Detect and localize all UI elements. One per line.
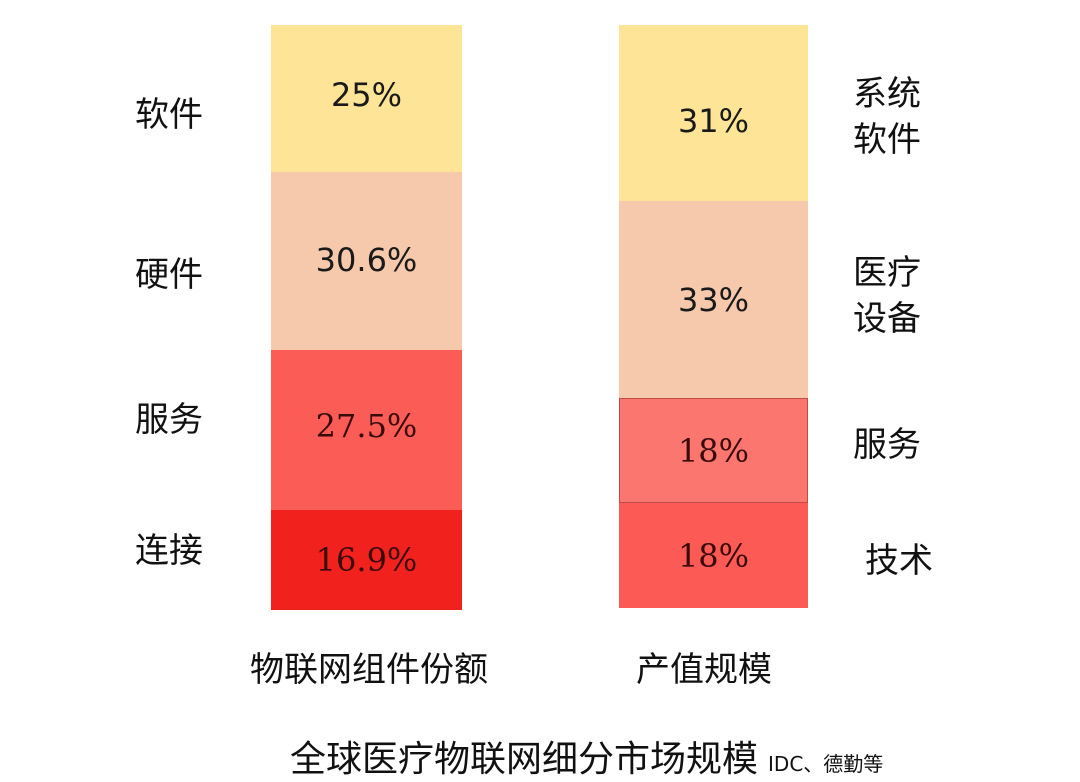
- bar2-segment-services: 18%: [619, 398, 808, 503]
- bar2-value-system-software: 31%: [677, 101, 750, 140]
- right-label-medical-devices: 医疗 设备: [853, 250, 921, 342]
- right-label-system-software-line2: 软件: [853, 120, 921, 160]
- bar1-segment-software: 25%: [271, 25, 462, 172]
- left-label-hardware: 硬件: [135, 255, 203, 295]
- right-label-system-software-line1: 系统: [853, 74, 921, 114]
- bar2-segment-technology: 18%: [619, 503, 808, 608]
- xlabel-output-value-scale: 产值规模: [636, 650, 772, 690]
- left-label-software: 软件: [135, 95, 203, 135]
- bar1-value-hardware: 30.6%: [315, 241, 418, 279]
- left-label-services: 服务: [135, 400, 203, 440]
- bar1-segment-connectivity: 16.9%: [271, 510, 462, 610]
- bar2-segment-medical-devices: 33%: [619, 201, 808, 398]
- right-label-medical-devices-line2: 设备: [853, 299, 921, 339]
- bar1-value-software: 25%: [330, 75, 403, 114]
- right-label-system-software: 系统 软件: [853, 71, 921, 163]
- bar2-segment-system-software: 31%: [619, 25, 808, 201]
- right-label-medical-devices-line1: 医疗: [853, 253, 921, 293]
- bar2-value-technology: 18%: [677, 536, 750, 575]
- bar-output-value-scale: 31% 33% 18% 18%: [619, 25, 808, 608]
- bar1-value-services: 27.5%: [315, 407, 418, 445]
- chart-title-text: 全球医疗物联网细分市场规模: [290, 739, 759, 780]
- bar-iot-component-share: 25% 30.6% 27.5% 16.9%: [271, 25, 462, 610]
- right-label-services: 服务: [853, 425, 921, 465]
- chart-title: 全球医疗物联网细分市场规模 IDC、德勤等: [290, 730, 883, 782]
- chart-source: IDC、德勤等: [768, 752, 884, 776]
- bar2-value-medical-devices: 33%: [677, 280, 750, 319]
- bar1-segment-hardware: 30.6%: [271, 172, 462, 350]
- right-label-technology: 技术: [865, 541, 933, 581]
- left-label-connectivity: 连接: [135, 531, 203, 571]
- bar1-value-connectivity: 16.9%: [315, 541, 418, 579]
- bar1-segment-services: 27.5%: [271, 350, 462, 510]
- xlabel-iot-component-share: 物联网组件份额: [250, 650, 488, 690]
- bar2-value-services: 18%: [677, 431, 750, 470]
